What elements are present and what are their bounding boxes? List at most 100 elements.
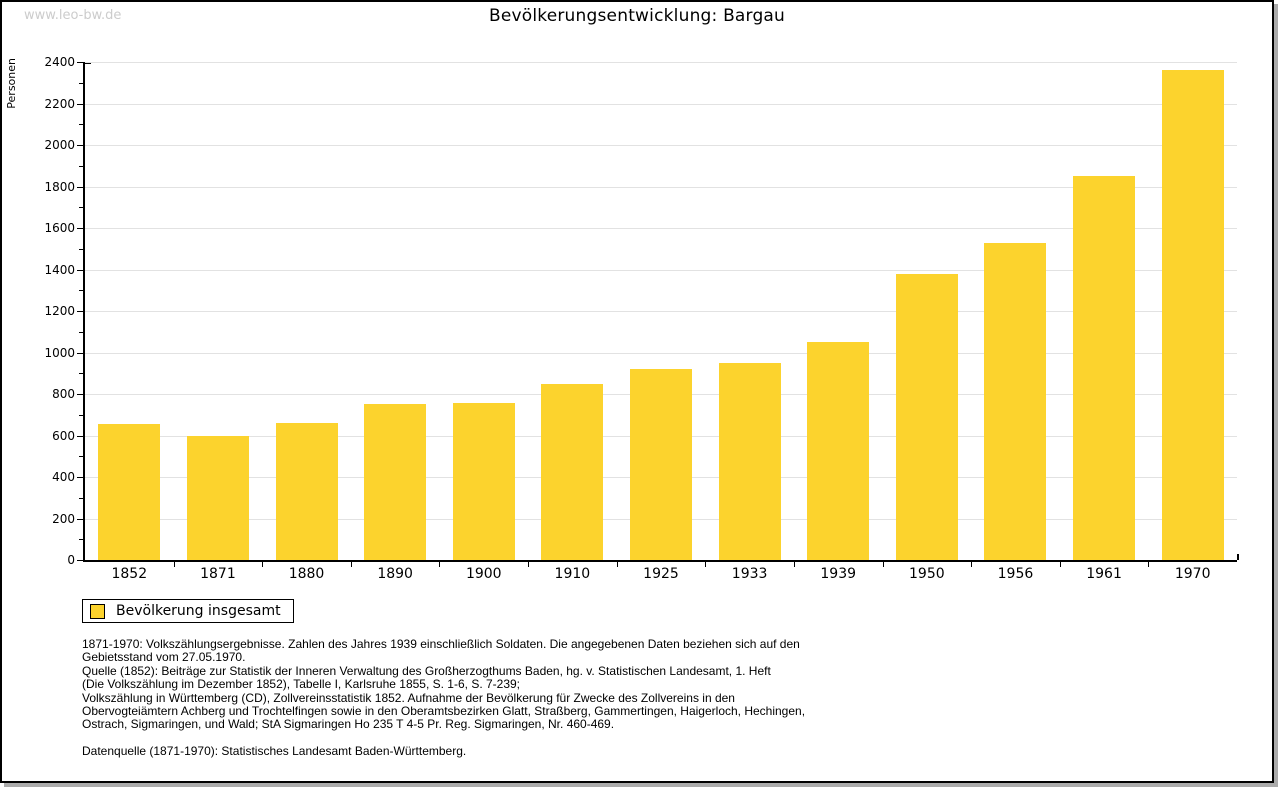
gridline-1000 [85,352,1237,354]
footnote-line-4: (Die Volkszählung im Dezember 1852), Tab… [82,677,521,692]
x-tick-label-1933: 1933 [731,566,768,582]
bar-1950 [895,273,958,560]
y-tick-0 [77,560,83,561]
footnote-line-1: 1871-1970: Volkszählungsergebnisse. Zahl… [82,637,800,651]
x-boundary-tick-9 [882,562,884,567]
footnote-line-6: Obervogteiämtern Achberg und Trochtelfin… [82,704,806,719]
y-minor-tick-2300 [79,82,83,84]
x-boundary-tick-10 [971,562,973,567]
bar-1900 [452,403,515,560]
y-tick-200 [77,518,83,520]
y-tick-label-1400: 1400 [44,262,75,277]
y-tick-1400 [77,269,83,271]
y-tick-1000 [77,352,83,354]
y-tick-label-1600: 1600 [44,221,75,235]
y-tick-600 [77,435,83,437]
footnote-line-3: Quelle (1852): Beiträge zur Statistik de… [82,663,771,678]
bar-1970 [1161,70,1224,560]
x-boundary-tick-7 [705,562,707,567]
y-minor-tick-1300 [79,290,83,292]
y-minor-tick-1100 [79,331,83,333]
x-boundary-tick-5 [528,562,530,567]
bar-1939 [807,342,870,560]
x-tick-label-1871: 1871 [200,566,236,582]
x-axis-end-tick [1237,554,1239,560]
y-tick-label-800: 800 [52,387,75,401]
x-tick-label-1925: 1925 [643,566,679,582]
y-minor-tick-1900 [79,165,83,167]
x-tick-label-1961: 1961 [1086,566,1122,582]
bar-1910 [541,383,604,560]
x-tick-label-1939: 1939 [820,566,857,582]
x-boundary-tick-4 [439,562,441,567]
bar-1852 [98,424,161,560]
y-axis-top-tick [83,62,91,64]
datasource-line: Datenquelle (1871-1970): Statistisches L… [82,743,467,758]
x-tick-label-1880: 1880 [288,566,325,582]
y-minor-tick-900 [79,373,83,375]
x-tick-label-1910: 1910 [554,566,591,582]
x-tick-label-1890: 1890 [377,566,413,582]
x-boundary-tick-1 [173,562,175,567]
x-boundary-tick-6 [616,562,618,567]
y-axis-title: Personen [5,58,18,109]
y-tick-label-600: 600 [52,428,75,443]
bar-1956 [984,242,1047,560]
x-tick-label-1950: 1950 [909,566,945,582]
y-tick-label-2200: 2200 [44,96,75,111]
y-tick-2400 [77,62,83,63]
y-tick-800 [77,394,83,395]
footnote-line-5: Volkszählung in Württemberg (CD), Zollve… [82,690,735,705]
bar-1890 [364,404,427,560]
footnotes: 1871-1970: Volkszählungsergebnisse. Zahl… [82,637,806,758]
gridline-1200 [85,311,1237,312]
y-tick-400 [77,477,83,478]
bar-1961 [1073,176,1136,560]
x-tick-label-1900: 1900 [465,566,502,582]
y-minor-tick-1500 [79,248,83,250]
y-tick-label-1800: 1800 [44,179,75,194]
footnote-line-2: Gebietsstand vom 27.05.1970. [82,650,246,665]
x-boundary-tick-2 [262,562,264,567]
plot-area: 0 200 400 600 800 1000 1200 1400 1600 1800 2000 220… [44,55,1239,582]
gridline-1600 [85,228,1237,229]
y-tick-label-2000: 2000 [44,138,75,152]
gridline-2000 [85,145,1237,146]
gridline-2400 [85,62,1237,63]
bar-1880 [275,423,338,560]
bar-1925 [630,369,692,560]
legend-label: Bevölkerung insgesamt [116,603,281,619]
y-minor-tick-700 [79,414,83,416]
y-minor-tick-500 [79,456,83,458]
y-minor-tick-1700 [79,207,83,209]
y-minor-tick-300 [79,497,83,499]
x-tick-label-1956: 1956 [997,566,1034,582]
x-tick-label-1970: 1970 [1174,566,1211,582]
x-tick-label-1852: 1852 [111,566,148,582]
legend-swatch [90,603,105,619]
y-tick-1800 [77,186,83,188]
y-tick-1200 [77,311,83,312]
chart-title: Bevölkerungsentwicklung: Bargau [488,6,786,26]
bar-1933 [718,362,781,560]
y-tick-2200 [77,103,83,105]
bar-1871 [186,435,249,560]
y-tick-label-200: 200 [52,511,75,526]
y-tick-label-0: 0 [67,553,75,567]
y-minor-tick-100 [79,539,83,541]
gridline-1400 [85,269,1237,271]
watermark: www.leo-bw.de [24,8,122,23]
x-boundary-tick-8 [793,562,795,567]
y-tick-label-400: 400 [52,470,75,484]
x-boundary-tick-12 [1148,562,1150,567]
y-tick-label-2400: 2400 [44,55,75,69]
y-tick-1600 [77,228,83,229]
y-tick-2000 [77,145,83,146]
y-tick-label-1000: 1000 [44,345,75,360]
gridline-2200 [85,103,1237,105]
x-boundary-tick-3 [350,562,352,567]
legend-box: Bevölkerung insgesamt [82,599,294,623]
gridline-1800 [85,186,1237,188]
x-boundary-tick-11 [1059,562,1061,567]
